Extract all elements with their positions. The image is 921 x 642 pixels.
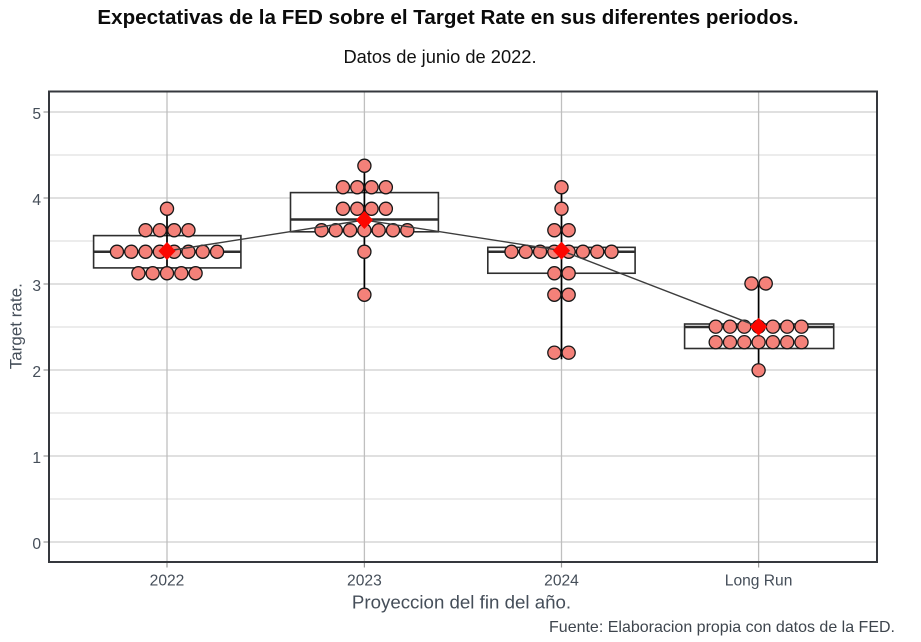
svg-text:3: 3: [32, 278, 41, 295]
svg-text:Fuente: Elaboracion propia con: Fuente: Elaboracion propia con datos de …: [549, 619, 895, 636]
svg-text:2: 2: [32, 364, 41, 381]
svg-text:1: 1: [32, 450, 41, 467]
svg-text:Target rate.: Target rate.: [7, 283, 26, 369]
svg-text:Proyeccion del fin del año.: Proyeccion del fin del año.: [352, 592, 571, 613]
svg-text:2024: 2024: [544, 573, 579, 590]
svg-text:2022: 2022: [150, 573, 185, 590]
svg-text:Expectativas de la FED sobre e: Expectativas de la FED sobre el Target R…: [97, 6, 798, 29]
svg-text:Datos de junio de 2022.: Datos de junio de 2022.: [343, 46, 536, 67]
svg-text:2023: 2023: [347, 573, 382, 590]
svg-text:5: 5: [32, 106, 41, 123]
svg-text:Long Run: Long Run: [725, 573, 793, 590]
svg-text:0: 0: [32, 536, 41, 553]
svg-text:4: 4: [32, 192, 41, 209]
